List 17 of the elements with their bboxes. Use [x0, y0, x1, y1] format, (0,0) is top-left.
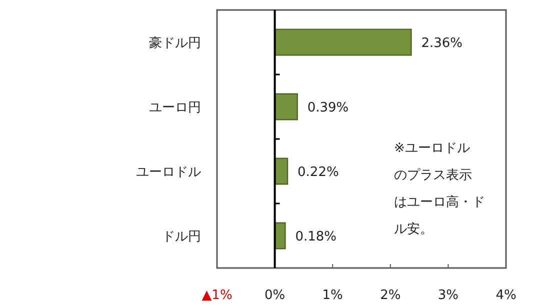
- bar: [274, 93, 298, 120]
- x-tick-label: 1%: [322, 288, 343, 303]
- y-tick-label: 豪ドル円: [149, 36, 201, 51]
- data-label: 0.39%: [307, 100, 349, 116]
- x-tick-label: 3%: [438, 288, 459, 303]
- x-tick-label: 4%: [496, 288, 516, 303]
- data-label: 2.36%: [421, 36, 463, 51]
- y-tick-label: ユーロドル: [136, 164, 201, 180]
- bar: [274, 28, 412, 56]
- y-tick-label: ユーロ円: [149, 100, 201, 116]
- x-tick-label: 2%: [380, 288, 401, 303]
- y-tick-label: ドル円: [162, 229, 201, 244]
- data-label: 0.22%: [298, 164, 339, 180]
- x-tick-label: 0%: [264, 288, 286, 303]
- data-label: 0.18%: [295, 229, 337, 244]
- annotation: ※ユーロドルのプラス表示はユーロ高・ドル安。: [394, 141, 485, 237]
- x-tick-label: ▲1%: [202, 288, 232, 303]
